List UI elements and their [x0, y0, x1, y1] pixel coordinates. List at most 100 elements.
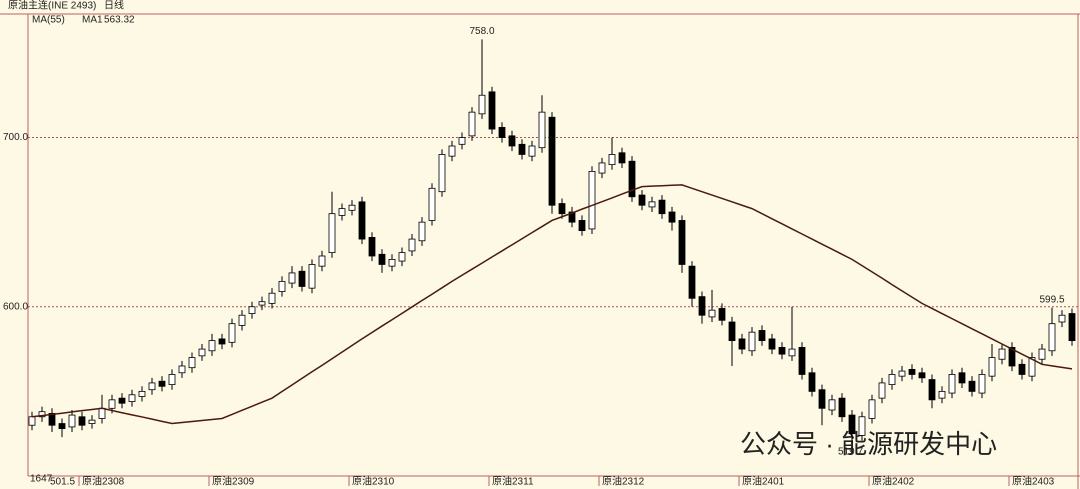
x-tick-label: 原油2312 — [602, 475, 645, 488]
symbol: 原油主连(INE 2493) — [8, 0, 96, 12]
candle-body — [838, 397, 846, 418]
candle-body — [948, 374, 956, 394]
candle-body — [298, 270, 306, 287]
candle-body — [78, 416, 86, 426]
candle-body — [128, 394, 136, 402]
candle-body — [178, 365, 186, 374]
candle-body — [908, 368, 916, 375]
candle-body — [338, 208, 346, 216]
candle-body — [998, 348, 1006, 360]
candle-body — [688, 265, 696, 299]
x-tick-label: 原油2310 — [352, 475, 395, 488]
recent-high-label: 599.5 — [1039, 294, 1064, 305]
candle-body — [808, 372, 816, 392]
low-label: 519.7 — [838, 446, 863, 457]
candle-body — [208, 340, 216, 352]
candle-body — [318, 255, 326, 267]
candle-body — [48, 412, 56, 426]
candle-body — [168, 374, 176, 386]
high-label: 758.0 — [469, 26, 494, 37]
candle-body — [578, 220, 586, 232]
candle-body — [928, 379, 936, 401]
watermark: 公众号 · 能源研发中心 — [740, 429, 997, 459]
candle-body — [698, 296, 706, 316]
candle-body — [768, 338, 776, 350]
candle-body — [1068, 313, 1076, 342]
candle-body — [98, 407, 106, 419]
x-tick-label: 原油2402 — [872, 475, 915, 488]
candle-body — [278, 280, 286, 292]
candle-body — [1018, 363, 1026, 375]
candle-body — [68, 414, 76, 428]
candle-body — [538, 111, 546, 149]
candle-body — [108, 399, 116, 409]
candle-body — [588, 170, 596, 230]
x-tick-label: 原油2308 — [82, 475, 125, 488]
candle-body — [308, 264, 316, 289]
candle-body — [558, 203, 566, 215]
candle-body — [648, 201, 656, 208]
candle-body — [288, 272, 296, 284]
candle-body — [708, 309, 716, 318]
candle-body — [1008, 346, 1016, 367]
candle-body — [548, 116, 556, 206]
candle-body — [868, 399, 876, 419]
candle-body — [328, 213, 336, 254]
candle-body — [398, 252, 406, 262]
candle-body — [788, 348, 796, 357]
candle-body — [608, 154, 616, 166]
candle-body — [568, 211, 576, 223]
candle-body — [518, 143, 526, 155]
candle-body — [378, 253, 386, 265]
candle-body — [1058, 314, 1066, 323]
candle-body — [718, 308, 726, 321]
candle-body — [358, 201, 366, 240]
candle-body — [198, 348, 206, 357]
candle-body — [968, 380, 976, 392]
bottom-value: 501.5 — [50, 477, 75, 488]
candle-body — [118, 397, 126, 404]
candle-body — [438, 154, 446, 193]
x-tick-label: 原油2403 — [1012, 475, 1055, 488]
candle-body — [598, 162, 606, 174]
candle-body — [388, 258, 396, 267]
candle-body — [88, 419, 96, 424]
indicator: MA(55) — [32, 15, 65, 26]
candle-body — [828, 399, 836, 411]
candle-body — [138, 390, 146, 397]
candle-body — [878, 382, 886, 399]
candle-body — [498, 126, 506, 138]
candle-body — [658, 199, 666, 215]
candle-body — [448, 145, 456, 157]
candle-body — [428, 187, 436, 221]
candle-body — [1028, 357, 1036, 377]
ma-last: 563.32 — [104, 15, 135, 26]
candle-body — [38, 411, 46, 418]
y-tick-label: 600.0 — [3, 301, 28, 312]
candle-body — [818, 389, 826, 409]
period: 日线 — [104, 0, 124, 12]
x-tick-label: 原油2401 — [742, 475, 785, 488]
candle-body — [58, 423, 66, 430]
candle-body — [348, 204, 356, 211]
candle-body — [758, 330, 766, 342]
ma-name: MA1 — [82, 15, 103, 26]
candle-body — [938, 390, 946, 399]
candle-body — [1048, 323, 1056, 352]
candle-body — [158, 380, 166, 387]
candle-body — [798, 346, 806, 375]
candle-body — [678, 220, 686, 265]
x-tick-label: 原油2311 — [492, 475, 534, 488]
candle-body — [738, 338, 746, 350]
candle-body — [1038, 348, 1046, 360]
candle-body — [848, 414, 856, 435]
candle-body — [618, 152, 626, 164]
candle-body — [858, 416, 866, 436]
candle-body — [508, 135, 516, 147]
candle-body — [268, 292, 276, 304]
candle-body — [628, 160, 636, 198]
candle-body — [978, 374, 986, 394]
